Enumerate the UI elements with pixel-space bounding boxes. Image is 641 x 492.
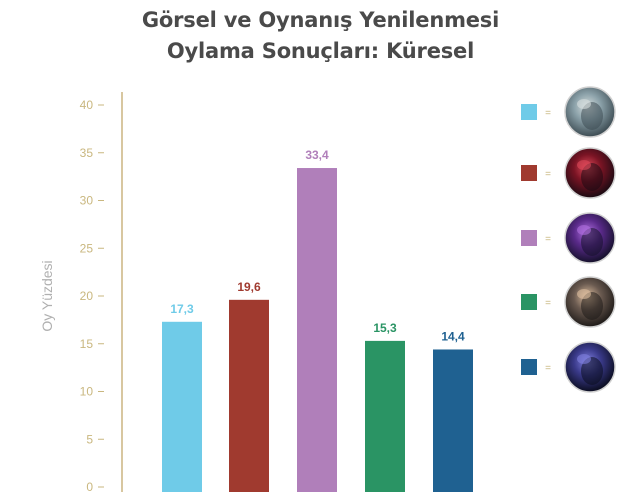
legend-swatch xyxy=(521,294,537,310)
bar xyxy=(433,349,473,492)
bar-value-label: 17,3 xyxy=(170,302,194,316)
legend-swatch xyxy=(521,165,537,181)
legend-equals: = xyxy=(545,169,551,180)
legend-equals: = xyxy=(545,298,551,309)
y-tick-label: 15 xyxy=(80,337,94,351)
portrait-figure-shape xyxy=(581,228,603,256)
y-tick-label: 25 xyxy=(80,241,94,255)
y-tick-label: 10 xyxy=(80,385,94,399)
chart-title-line-2: Oylama Sonuçları: Küresel xyxy=(166,39,475,63)
y-tick-label: 5 xyxy=(86,432,93,446)
portrait-highlight-shape xyxy=(577,160,591,170)
portrait-figure-shape xyxy=(581,357,603,385)
y-tick-label: 0 xyxy=(86,480,93,492)
portrait-highlight-shape xyxy=(577,354,591,364)
legend-swatch xyxy=(521,230,537,246)
bar xyxy=(365,340,405,492)
portrait-figure-shape xyxy=(581,292,603,320)
portrait-highlight-shape xyxy=(577,289,591,299)
bar xyxy=(162,321,202,492)
y-axis-title: Oy Yüzdesi xyxy=(39,260,55,331)
portrait-figure-shape xyxy=(581,163,603,191)
legend-swatch xyxy=(521,359,537,375)
bar-value-label: 19,6 xyxy=(237,280,261,294)
legend-equals: = xyxy=(545,108,551,119)
y-tick-label: 35 xyxy=(80,146,94,160)
portrait-highlight-shape xyxy=(577,99,591,109)
legend-equals: = xyxy=(545,363,551,374)
y-tick-label: 20 xyxy=(80,289,94,303)
bar xyxy=(297,168,337,492)
bar-value-label: 15,3 xyxy=(373,321,397,335)
y-tick-label: 30 xyxy=(80,194,94,208)
y-tick-label: 40 xyxy=(80,98,94,112)
portrait-figure-shape xyxy=(581,102,603,130)
legend-equals: = xyxy=(545,234,551,245)
chart-title-line-1: Görsel ve Oynanış Yenilenmesi xyxy=(141,8,500,32)
legend-swatch xyxy=(521,104,537,120)
portrait-highlight-shape xyxy=(577,225,591,235)
bar-value-label: 14,4 xyxy=(441,329,465,343)
bar-value-label: 33,4 xyxy=(305,148,329,162)
bar xyxy=(229,299,269,492)
